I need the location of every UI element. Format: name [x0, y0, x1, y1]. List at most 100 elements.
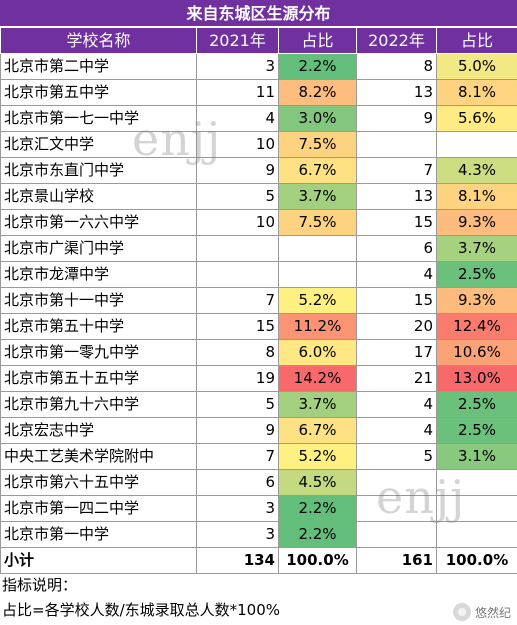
- notes-heading: 指标说明：: [2, 576, 78, 594]
- table-row: 北京汇文中学 10 7.5%: [0, 131, 517, 158]
- count-2022: [356, 131, 437, 158]
- count-2021: 5: [196, 183, 279, 210]
- count-2022: 21: [356, 365, 437, 392]
- count-2022: [356, 495, 437, 522]
- count-2022: 4: [356, 417, 437, 444]
- count-2022: 20: [356, 313, 437, 340]
- school-name: 北京市第十一中学: [0, 287, 197, 314]
- share-2022: 8.1%: [436, 183, 517, 210]
- school-name: 北京市第五十中学: [0, 313, 197, 340]
- share-2022: [436, 521, 517, 548]
- share-2021: 6.0%: [278, 339, 357, 366]
- brand-logo: 悠然纪: [452, 603, 511, 621]
- share-2021: 4.5%: [278, 469, 357, 496]
- school-name: 北京景山学校: [0, 183, 197, 210]
- table-row: 北京市第五十中学 15 11.2% 20 12.4%: [0, 313, 517, 340]
- share-2022: 2.5%: [436, 261, 517, 288]
- school-name: 北京市东直门中学: [0, 157, 197, 184]
- count-2022: 15: [356, 287, 437, 314]
- count-2021: 10: [196, 131, 279, 158]
- school-name: 北京市第六十五中学: [0, 469, 197, 496]
- share-2022: 9.3%: [436, 209, 517, 236]
- share-2021: 2.2%: [278, 521, 357, 548]
- table-row: 北京市龙潭中学 4 2.5%: [0, 261, 517, 288]
- school-name: 北京市龙潭中学: [0, 261, 197, 288]
- share-2021: 8.2%: [278, 79, 357, 106]
- share-2021: 14.2%: [278, 365, 357, 392]
- share-2022: 9.3%: [436, 287, 517, 314]
- column-header-school: 学校名称: [0, 27, 197, 54]
- total-row: 小计 134 100.0% 161 100.0%: [0, 547, 517, 574]
- count-2021: [196, 261, 279, 288]
- count-2021: 9: [196, 417, 279, 444]
- table-row: 北京市第五十五中学 19 14.2% 21 13.0%: [0, 365, 517, 392]
- share-2021: 2.2%: [278, 495, 357, 522]
- count-2022: 13: [356, 79, 437, 106]
- table-row: 北京市第一中学 3 2.2%: [0, 521, 517, 548]
- table-row: 北京市第一零九中学 8 6.0% 17 10.6%: [0, 339, 517, 366]
- count-2021: 9: [196, 157, 279, 184]
- table-row: 北京市第九十六中学 5 3.7% 4 2.5%: [0, 391, 517, 418]
- share-2021: 2.2%: [278, 53, 357, 80]
- school-name: 北京宏志中学: [0, 417, 197, 444]
- header-row: 学校名称 2021年 占比 2022年 占比: [0, 27, 517, 54]
- table-row: 北京市第一六六中学 10 7.5% 15 9.3%: [0, 209, 517, 236]
- share-2021: [278, 261, 357, 288]
- school-name: 北京市第二中学: [0, 53, 197, 80]
- count-2021: 7: [196, 443, 279, 470]
- share-2022: 2.5%: [436, 417, 517, 444]
- count-2021: 3: [196, 495, 279, 522]
- total-count-2022: 161: [356, 547, 437, 574]
- share-2022: 2.5%: [436, 391, 517, 418]
- count-2022: 5: [356, 443, 437, 470]
- school-name: 北京市第一中学: [0, 521, 197, 548]
- brand-name: 悠然纪: [474, 605, 511, 620]
- count-2021: 11: [196, 79, 279, 106]
- share-2022: 3.1%: [436, 443, 517, 470]
- share-2021: 6.7%: [278, 157, 357, 184]
- table-row: 北京市第六十五中学 6 4.5%: [0, 469, 517, 496]
- share-2021: 6.7%: [278, 417, 357, 444]
- share-2022: [436, 469, 517, 496]
- share-2022: 5.0%: [436, 53, 517, 80]
- count-2021: 3: [196, 521, 279, 548]
- count-2021: [196, 235, 279, 262]
- total-label: 小计: [0, 547, 197, 574]
- column-header-share-2022: 占比: [436, 27, 517, 54]
- share-2021: 3.7%: [278, 391, 357, 418]
- school-name: 北京市第一四二中学: [0, 495, 197, 522]
- school-name: 中央工艺美术学院附中: [0, 443, 197, 470]
- share-2022: 3.7%: [436, 235, 517, 262]
- share-2022: 8.1%: [436, 79, 517, 106]
- school-name: 北京汇文中学: [0, 131, 197, 158]
- count-2022: [356, 521, 437, 548]
- wechat-icon: [452, 603, 471, 621]
- table-title: 来自东城区生源分布: [0, 0, 517, 27]
- table-row: 北京市第五中学 11 8.2% 13 8.1%: [0, 79, 517, 106]
- count-2022: 9: [356, 105, 437, 132]
- count-2021: 7: [196, 287, 279, 314]
- count-2021: 4: [196, 105, 279, 132]
- school-name: 北京市第一零九中学: [0, 339, 197, 366]
- table-row: 北京市第十一中学 7 5.2% 15 9.3%: [0, 287, 517, 314]
- notes-section: 指标说明： 占比=各学校人数/东城录取总人数*100%: [2, 573, 512, 623]
- column-header-share-2021: 占比: [278, 27, 357, 54]
- school-name: 北京市广渠门中学: [0, 235, 197, 262]
- total-share-2022: 100.0%: [436, 547, 517, 574]
- count-2021: 10: [196, 209, 279, 236]
- share-2021: 5.2%: [278, 287, 357, 314]
- share-2021: 7.5%: [278, 209, 357, 236]
- share-2021: [278, 235, 357, 262]
- school-name: 北京市第一六六中学: [0, 209, 197, 236]
- count-2022: 7: [356, 157, 437, 184]
- count-2021: 8: [196, 339, 279, 366]
- share-2021: 3.0%: [278, 105, 357, 132]
- count-2022: 15: [356, 209, 437, 236]
- table-row: 中央工艺美术学院附中 7 5.2% 5 3.1%: [0, 443, 517, 470]
- count-2022: 4: [356, 391, 437, 418]
- school-name: 北京市第一七一中学: [0, 105, 197, 132]
- data-table: 学校名称 2021年 占比 2022年 占比 北京市第二中学 3 2.2% 8 5.0%…: [0, 27, 517, 574]
- share-2021: 5.2%: [278, 443, 357, 470]
- count-2021: 15: [196, 313, 279, 340]
